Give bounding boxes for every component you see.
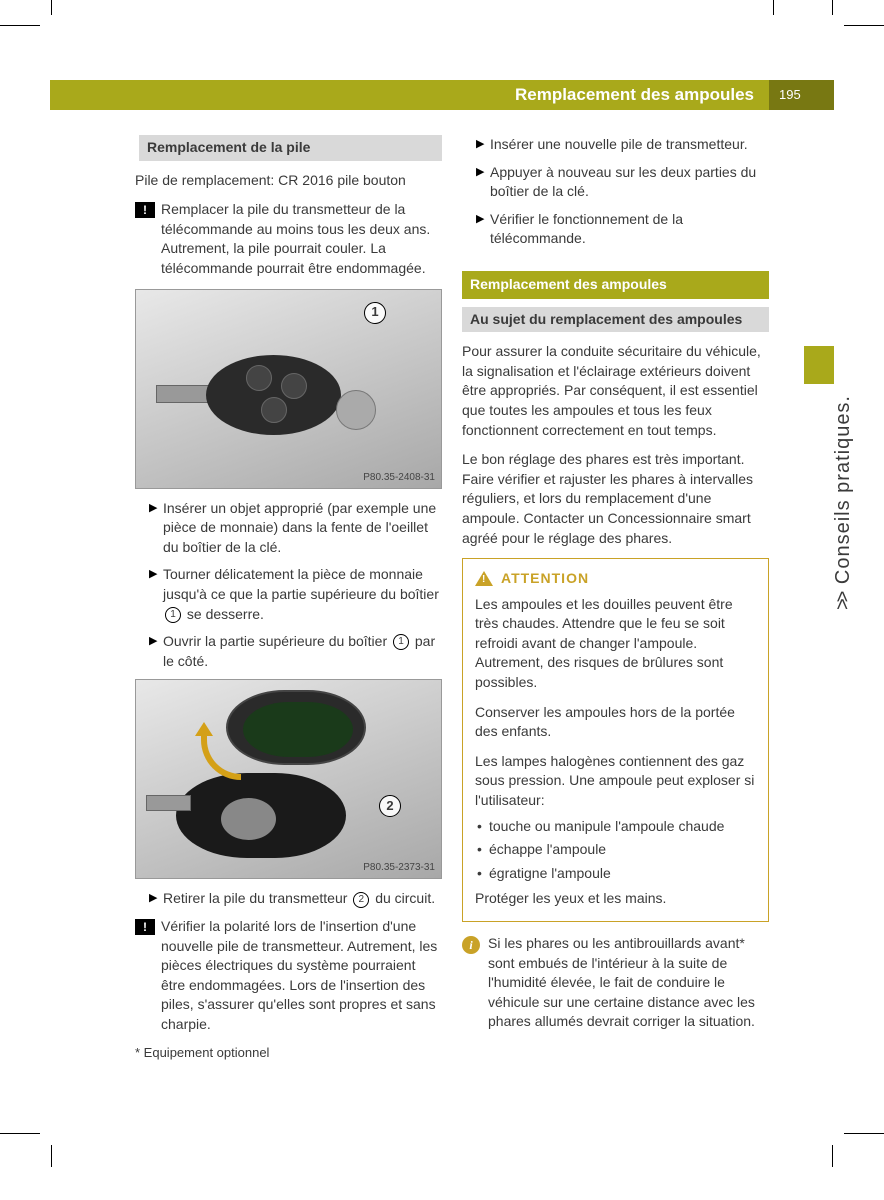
battery-intro: Pile de remplacement: CR 2016 pile bouto… bbox=[135, 171, 442, 191]
attn-list-item: égratigne l'ampoule bbox=[475, 864, 756, 884]
crop-mark bbox=[0, 1133, 40, 1134]
battery-icon bbox=[221, 798, 276, 840]
step-arrow-icon: ▶ bbox=[476, 137, 490, 155]
attn-protect: Protéger les yeux et les mains. bbox=[475, 889, 756, 909]
key-blade bbox=[146, 795, 191, 811]
important-icon: ! bbox=[135, 202, 155, 218]
callout-ref-1: 1 bbox=[393, 634, 409, 650]
step-verify: ▶ Vérifier le fonctionnement de la téléc… bbox=[462, 210, 769, 249]
bulbs-para-1: Pour assurer la conduite sécuritaire du … bbox=[462, 342, 769, 440]
key-button bbox=[281, 373, 307, 399]
bulbs-para-2: Le bon réglage des phares est très impor… bbox=[462, 450, 769, 548]
step-arrow-icon: ▶ bbox=[476, 212, 490, 249]
attn-hot: Les ampoules et les douilles peuvent êtr… bbox=[475, 595, 756, 693]
attn-children: Conserver les ampoules hors de la portée… bbox=[475, 703, 756, 742]
subsection-battery: Remplacement de la pile bbox=[135, 135, 442, 161]
crop-mark bbox=[51, 1145, 52, 1167]
figure-key-open: 2 P80.35-2373-31 bbox=[135, 679, 442, 879]
callout-1: 1 bbox=[364, 302, 386, 324]
important-icon: ! bbox=[135, 919, 155, 935]
step-turn-coin: ▶ Tourner délicatement la pièce de monna… bbox=[135, 565, 442, 624]
step-text: Appuyer à nouveau sur les deux parties d… bbox=[490, 163, 769, 202]
pcb-icon bbox=[243, 702, 353, 757]
note-polarity: ! Vérifier la polarité lors de l'inserti… bbox=[135, 917, 442, 1035]
page-number: 195 bbox=[779, 86, 801, 104]
info-fog: i Si les phares ou les antibrouillards a… bbox=[462, 934, 769, 1032]
header-title: Remplacement des ampoules bbox=[515, 83, 754, 107]
figure-key-coin: 1 P80.35-2408-31 bbox=[135, 289, 442, 489]
step-text: Insérer un objet approprié (par exemple … bbox=[163, 499, 442, 558]
crop-mark bbox=[51, 0, 52, 15]
key-illustration bbox=[171, 355, 371, 435]
note-replace-interval: ! Remplacer la pile du transmetteur de l… bbox=[135, 200, 442, 278]
step-arrow-icon: ▶ bbox=[476, 165, 490, 202]
step-text: Vérifier le fonctionnement de la télécom… bbox=[490, 210, 769, 249]
callout-2: 2 bbox=[379, 795, 401, 817]
key-top-half bbox=[226, 690, 366, 765]
callout-ref-2: 2 bbox=[353, 892, 369, 908]
coin-icon bbox=[336, 390, 376, 430]
side-label-text: Conseils pratiques. bbox=[832, 395, 854, 584]
crop-mark bbox=[844, 1133, 884, 1134]
attn-list-item: échappe l'ampoule bbox=[475, 840, 756, 860]
section-bulbs: Remplacement des ampoules bbox=[462, 271, 769, 299]
step-remove-battery: ▶ Retirer la pile du transmetteur 2 du c… bbox=[135, 889, 442, 909]
page-header: Remplacement des ampoules 195 bbox=[50, 80, 834, 110]
note-text: Vérifier la polarité lors de l'insertion… bbox=[161, 917, 442, 1035]
callout-ref-1: 1 bbox=[165, 607, 181, 623]
crop-mark bbox=[0, 25, 40, 26]
footnote-optional: * Equipement optionnel bbox=[135, 1044, 442, 1062]
step-arrow-icon: ▶ bbox=[149, 891, 163, 909]
step-insert-battery: ▶ Insérer une nouvelle pile de transmett… bbox=[462, 135, 769, 155]
key-head bbox=[206, 355, 341, 435]
step-arrow-icon: ▶ bbox=[149, 567, 163, 624]
content-area: Remplacement de la pile Pile de remplace… bbox=[135, 135, 770, 1063]
side-section-label: >> Conseils pratiques. bbox=[829, 395, 857, 610]
key-blade bbox=[156, 385, 211, 403]
subsection-about-bulbs: Au sujet du remplacement des ampoules bbox=[462, 307, 769, 333]
side-arrows: >> bbox=[832, 595, 854, 610]
figure-caption: P80.35-2373-31 bbox=[363, 861, 435, 875]
crop-mark bbox=[773, 0, 774, 15]
open-arrow-icon bbox=[201, 730, 241, 780]
figure-caption: P80.35-2408-31 bbox=[363, 471, 435, 485]
attn-list-item: touche ou manipule l'ampoule chaude bbox=[475, 817, 756, 837]
crop-mark bbox=[844, 25, 884, 26]
warning-triangle-icon bbox=[475, 571, 493, 586]
attention-box: ATTENTION Les ampoules et les douilles p… bbox=[462, 558, 769, 922]
key-bottom-half bbox=[176, 773, 346, 858]
attn-list: touche ou manipule l'ampoule chaude écha… bbox=[475, 817, 756, 884]
left-column: Remplacement de la pile Pile de remplace… bbox=[135, 135, 442, 1063]
step-open-case: ▶ Ouvrir la partie supérieure du boîtier… bbox=[135, 632, 442, 671]
step-text: Ouvrir la partie supérieure du boîtier 1… bbox=[163, 632, 442, 671]
note-text: Remplacer la pile du transmetteur de la … bbox=[161, 200, 442, 278]
step-text: Insérer une nouvelle pile de transmetteu… bbox=[490, 135, 769, 155]
attention-heading: ATTENTION bbox=[475, 569, 756, 589]
step-text: Tourner délicatement la pièce de monnaie… bbox=[163, 565, 442, 624]
spacer bbox=[462, 257, 769, 271]
key-button bbox=[246, 365, 272, 391]
info-icon: i bbox=[462, 936, 480, 954]
crop-mark bbox=[832, 0, 833, 15]
step-insert-coin: ▶ Insérer un objet approprié (par exempl… bbox=[135, 499, 442, 558]
side-tab bbox=[804, 346, 834, 384]
header-title-area: Remplacement des ampoules bbox=[50, 80, 769, 110]
right-column: ▶ Insérer une nouvelle pile de transmett… bbox=[462, 135, 769, 1063]
step-text: Retirer la pile du transmetteur 2 du cir… bbox=[163, 889, 442, 909]
header-page-area: 195 bbox=[769, 80, 834, 110]
crop-mark bbox=[832, 1145, 833, 1167]
step-press-case: ▶ Appuyer à nouveau sur les deux parties… bbox=[462, 163, 769, 202]
attn-halogen: Les lampes halogènes contiennent des gaz… bbox=[475, 752, 756, 811]
attention-label: ATTENTION bbox=[501, 569, 589, 589]
info-text: Si les phares ou les antibrouillards ava… bbox=[488, 934, 769, 1032]
key-button bbox=[261, 397, 287, 423]
step-arrow-icon: ▶ bbox=[149, 634, 163, 671]
step-arrow-icon: ▶ bbox=[149, 501, 163, 558]
